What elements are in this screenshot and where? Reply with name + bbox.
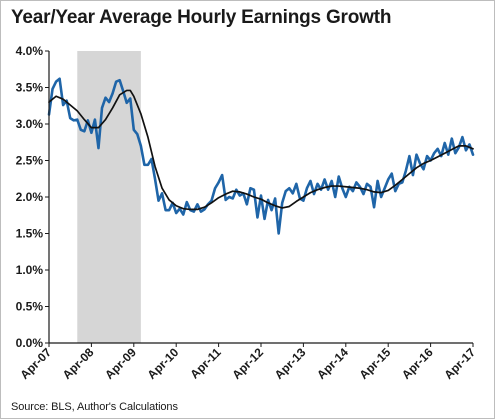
x-tick-label: Apr-09: [102, 345, 139, 382]
y-tick-label: 4.0%: [16, 44, 44, 58]
chart-title: Year/Year Average Hourly Earnings Growth: [11, 7, 392, 28]
x-tick-label: Apr-13: [272, 345, 309, 382]
y-tick-label: 0.0%: [16, 336, 44, 350]
series-line-hourly-earnings: [47, 77, 475, 235]
x-tick-label: Apr-08: [60, 345, 97, 382]
x-tick-label: Apr-15: [357, 345, 394, 382]
series-line-moving-average: [48, 89, 474, 211]
y-tick-label: 0.5%: [16, 300, 44, 314]
x-tick-label: Apr-11: [187, 345, 224, 382]
x-tick-label: Apr-14: [314, 345, 351, 382]
y-tick-label: 3.0%: [16, 117, 44, 131]
chart-source: Source: BLS, Author's Calculations: [11, 401, 178, 413]
y-tick-label: 3.5%: [16, 81, 44, 95]
x-tick-label: Apr-10: [145, 345, 182, 382]
y-tick-label: 2.5%: [16, 154, 44, 168]
x-tick-label: Apr-17: [441, 345, 478, 382]
x-tick-label: Apr-12: [229, 345, 266, 382]
y-tick-label: 1.0%: [16, 263, 44, 277]
y-tick-label: 2.0%: [16, 190, 44, 204]
x-tick-label: Apr-07: [17, 345, 54, 382]
x-tick-label: Apr-16: [399, 345, 436, 382]
recession-shading: [77, 51, 141, 343]
y-tick-label: 1.5%: [16, 227, 44, 241]
